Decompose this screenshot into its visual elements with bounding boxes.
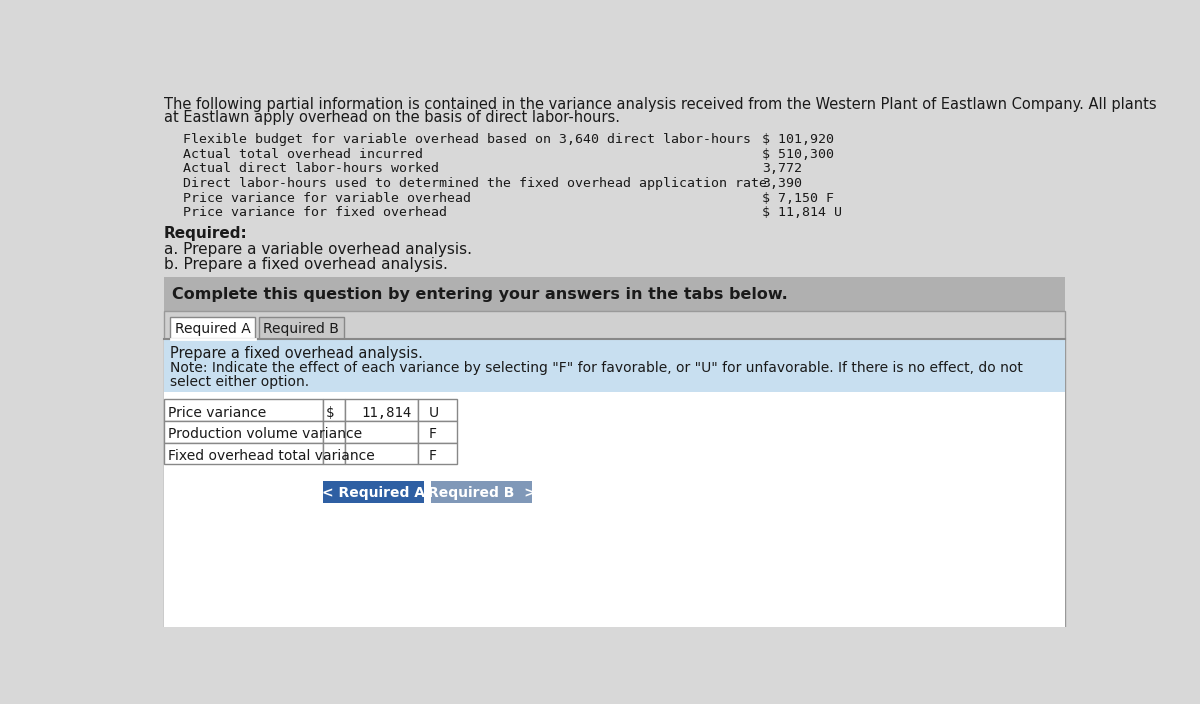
Bar [164,339,1064,391]
Bar [418,443,457,464]
Text: $ 7,150 F: $ 7,150 F [762,191,834,204]
Text: Required B  >: Required B > [428,486,535,501]
Text: F: F [430,427,437,441]
Text: Actual direct labor-hours worked: Actual direct labor-hours worked [182,162,438,175]
Bar [344,399,418,421]
Text: Actual total overhead incurred: Actual total overhead incurred [182,148,422,161]
Text: U: U [430,406,439,420]
Bar [164,339,1064,627]
Bar [323,399,344,421]
Text: Required B: Required B [263,322,340,337]
Text: $: $ [326,406,335,420]
Text: < Required A: < Required A [322,486,425,501]
Text: 3,390: 3,390 [762,177,803,190]
Bar [431,481,532,503]
Bar [258,317,343,339]
Bar [164,399,323,421]
Text: 11,814: 11,814 [361,406,412,420]
Text: Note: Indicate the effect of each variance by selecting "F" for favorable, or "U: Note: Indicate the effect of each varian… [170,361,1024,375]
Text: F: F [430,448,437,463]
Text: Direct labor-hours used to determined the fixed overhead application rate: Direct labor-hours used to determined th… [182,177,767,190]
Bar [323,443,344,464]
Bar [323,421,344,443]
Text: $ 11,814 U: $ 11,814 U [762,206,842,219]
Text: at Eastlawn apply overhead on the basis of direct labor-hours.: at Eastlawn apply overhead on the basis … [164,110,620,125]
Text: select either option.: select either option. [170,375,310,389]
Text: b. Prepare a fixed overhead analysis.: b. Prepare a fixed overhead analysis. [164,257,448,272]
Text: Fixed overhead total variance: Fixed overhead total variance [168,448,374,463]
Bar [170,317,256,339]
Text: Price variance: Price variance [168,406,266,420]
Bar [418,399,457,421]
Text: a. Prepare a variable overhead analysis.: a. Prepare a variable overhead analysis. [164,241,472,256]
Bar [344,421,418,443]
Bar [164,421,323,443]
Text: 3,772: 3,772 [762,162,803,175]
Text: Complete this question by entering your answers in the tabs below.: Complete this question by entering your … [172,287,787,302]
Bar [323,481,424,503]
Bar [418,421,457,443]
Text: Price variance for variable overhead: Price variance for variable overhead [182,191,470,204]
Text: The following partial information is contained in the variance analysis received: The following partial information is con… [164,97,1157,112]
Bar [344,443,418,464]
Text: Price variance for fixed overhead: Price variance for fixed overhead [182,206,446,219]
Bar [164,277,1064,311]
Text: Prepare a fixed overhead analysis.: Prepare a fixed overhead analysis. [170,346,424,360]
Text: $ 510,300: $ 510,300 [762,148,834,161]
Text: Production volume variance: Production volume variance [168,427,362,441]
Bar [164,311,1064,627]
Text: Flexible budget for variable overhead based on 3,640 direct labor-hours: Flexible budget for variable overhead ba… [182,133,750,146]
Text: $ 101,920: $ 101,920 [762,133,834,146]
Text: Required A: Required A [175,322,251,337]
Bar [164,443,323,464]
Text: Required:: Required: [164,226,247,241]
